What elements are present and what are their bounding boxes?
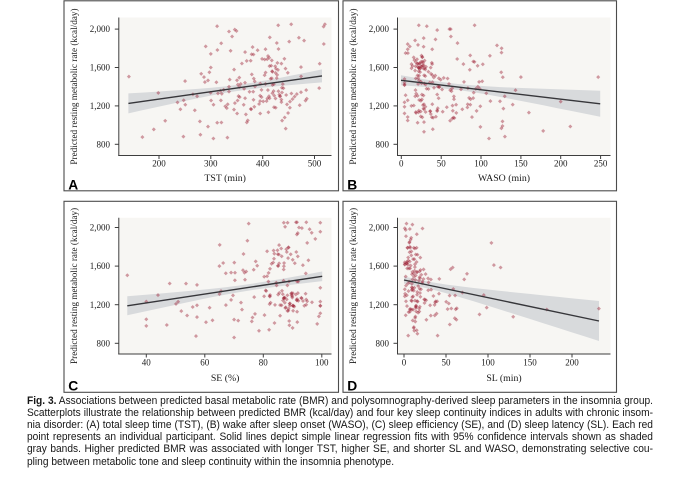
svg-text:2,000: 2,000 — [369, 24, 390, 34]
svg-text:2,000: 2,000 — [90, 223, 111, 233]
svg-text:500: 500 — [308, 159, 322, 169]
svg-text:0: 0 — [399, 159, 404, 169]
svg-text:300: 300 — [204, 159, 218, 169]
svg-text:60: 60 — [200, 357, 210, 367]
svg-text:1,600: 1,600 — [369, 63, 390, 73]
svg-text:800: 800 — [97, 139, 111, 149]
svg-text:D: D — [347, 379, 357, 394]
svg-text:100: 100 — [315, 357, 329, 367]
svg-text:0: 0 — [402, 357, 407, 367]
svg-text:100: 100 — [481, 357, 495, 367]
svg-text:SE (%): SE (%) — [211, 373, 240, 384]
svg-text:50: 50 — [442, 357, 452, 367]
svg-text:Predicted resting metabolic ra: Predicted resting metabolic rate (kcal/d… — [348, 208, 358, 364]
svg-text:150: 150 — [523, 357, 537, 367]
svg-text:1,600: 1,600 — [369, 261, 390, 271]
svg-text:200: 200 — [565, 357, 579, 367]
svg-text:TST (min): TST (min) — [204, 173, 245, 184]
svg-text:Predicted resting metabolic ra: Predicted resting metabolic rate (kcal/d… — [69, 8, 79, 164]
svg-text:C: C — [68, 379, 78, 394]
svg-text:2,000: 2,000 — [369, 223, 390, 233]
svg-text:A: A — [68, 178, 78, 193]
svg-text:200: 200 — [554, 159, 568, 169]
svg-text:WASO (min): WASO (min) — [478, 173, 530, 184]
svg-text:1,200: 1,200 — [90, 101, 111, 111]
svg-text:Predicted resting metabolic ra: Predicted resting metabolic rate (kcal/d… — [69, 208, 79, 364]
svg-text:50: 50 — [437, 159, 447, 169]
svg-text:1,200: 1,200 — [369, 101, 390, 111]
svg-text:1,200: 1,200 — [369, 300, 390, 310]
svg-text:Predicted resting metabolic ra: Predicted resting metabolic rate (kcal/d… — [348, 8, 358, 164]
svg-text:800: 800 — [376, 338, 390, 348]
svg-text:SL (min): SL (min) — [486, 373, 521, 384]
svg-text:400: 400 — [256, 159, 270, 169]
svg-text:B: B — [347, 178, 357, 193]
svg-text:40: 40 — [142, 357, 152, 367]
svg-text:100: 100 — [474, 159, 488, 169]
svg-text:80: 80 — [259, 357, 269, 367]
svg-text:1,200: 1,200 — [90, 300, 111, 310]
svg-text:200: 200 — [152, 159, 166, 169]
svg-text:1,600: 1,600 — [90, 63, 111, 73]
svg-text:800: 800 — [97, 338, 111, 348]
svg-text:150: 150 — [514, 159, 528, 169]
svg-text:800: 800 — [376, 139, 390, 149]
svg-text:250: 250 — [594, 159, 608, 169]
svg-text:1,600: 1,600 — [90, 261, 111, 271]
svg-text:2,000: 2,000 — [90, 24, 111, 34]
